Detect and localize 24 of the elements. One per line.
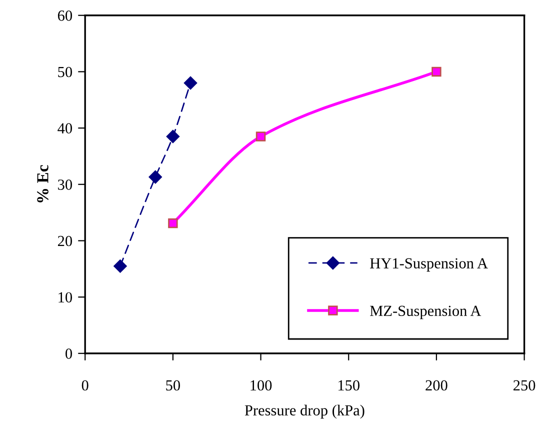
x-tick-label: 200 [426,380,448,391]
point [166,130,180,144]
point [432,66,442,77]
x-tick-label: 250 [514,380,536,391]
point [184,76,198,90]
x-tick-label: 150 [338,380,360,391]
legend-label: MZ-Suspension A [370,306,482,320]
y-tick-label: 60 [58,10,72,21]
point [148,170,162,184]
y-tick-label: 0 [66,348,72,359]
y-tick-label: 20 [58,236,72,246]
y-tick-label: 30 [58,180,72,190]
y-tick-label: 50 [58,66,72,78]
x-tick-label: 0 [82,380,88,391]
point [256,132,266,142]
y-axis-title: % Ec [37,165,48,202]
x-tick-label: 100 [250,380,272,391]
point [114,259,127,273]
legend-label: HY1-Suspension A [370,258,488,272]
y-tick-label: 10 [58,292,72,303]
x-tick-label: 50 [166,380,180,391]
x-axis-title: Pressure drop (kPa) [244,404,364,419]
y-tick-label: 40 [58,123,72,134]
point [168,218,178,228]
